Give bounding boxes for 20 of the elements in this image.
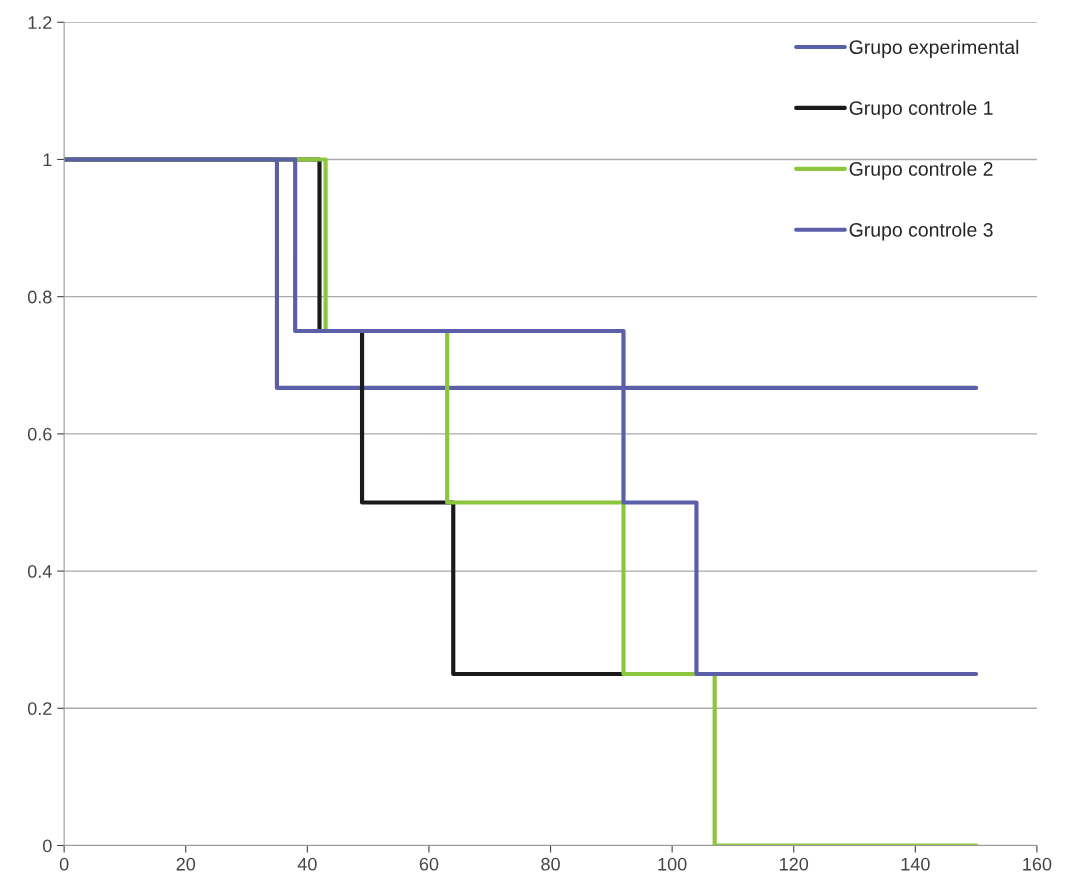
x-tick-label: 160 bbox=[1023, 857, 1052, 871]
y-tick-label: 0.4 bbox=[27, 565, 52, 578]
legend-label: Grupo controle 3 bbox=[849, 222, 993, 241]
legend-label: Grupo experimental bbox=[849, 39, 1019, 58]
legend-label: Grupo controle 2 bbox=[849, 161, 993, 180]
legend-label: Grupo controle 1 bbox=[849, 100, 993, 119]
x-tick-label: 0 bbox=[59, 857, 69, 871]
y-tick-label: 0 bbox=[43, 839, 52, 853]
x-tick-label: 100 bbox=[658, 857, 687, 871]
y-tick-label: 1 bbox=[43, 153, 52, 166]
y-tick-label: 1.2 bbox=[28, 16, 52, 29]
y-tick-label: 0.6 bbox=[27, 427, 52, 441]
x-tick-label: 120 bbox=[780, 857, 809, 871]
x-tick-label: 80 bbox=[541, 857, 560, 871]
x-tick-label: 140 bbox=[901, 857, 930, 871]
y-tick-label: 0.2 bbox=[27, 702, 52, 716]
x-tick-label: 20 bbox=[176, 857, 196, 871]
y-tick-label: 0.8 bbox=[27, 290, 52, 304]
x-tick-label: 40 bbox=[297, 857, 317, 871]
x-tick-label: 60 bbox=[419, 857, 439, 871]
